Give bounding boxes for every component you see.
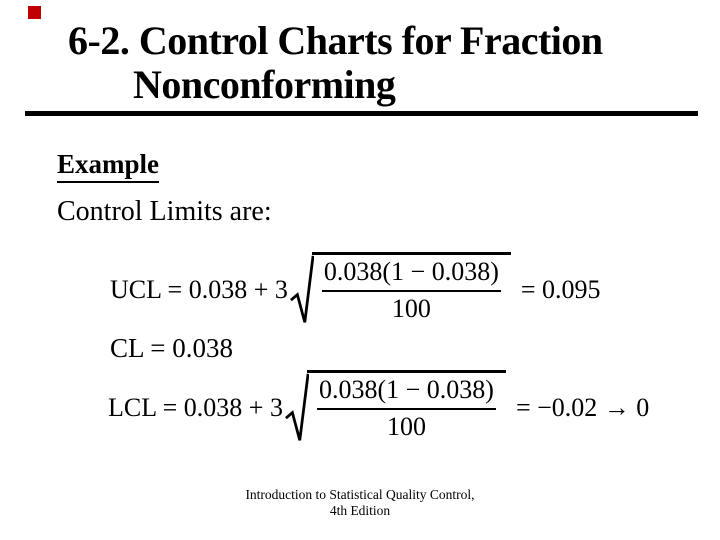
cl-equation: CL = 0.038: [110, 333, 233, 363]
footer-citation-line1: Introduction to Statistical Quality Cont…: [245, 487, 475, 502]
example-heading: Example: [57, 149, 160, 183]
ucl-fraction-numerator: 0.038(1 − 0.038): [323, 257, 499, 286]
lcl-fraction: 0.038(1 − 0.038) 100: [316, 375, 496, 442]
control-limits-label: Control Limits are:: [57, 196, 272, 227]
lcl-fraction-numerator: 0.038(1 − 0.038): [318, 375, 494, 404]
lcl-equation-left: LCL = 0.038 + 3: [108, 393, 283, 422]
fraction-bar: [321, 289, 501, 293]
ucl-fraction-denominator: 100: [391, 294, 431, 324]
ucl-fraction: 0.038(1 − 0.038) 100: [321, 257, 501, 324]
fraction-bar: [316, 407, 496, 411]
footer-citation: Introduction to Statistical Quality Cont…: [0, 487, 720, 518]
slide-title-line2: Nonconforming: [133, 62, 396, 107]
ucl-equation-result: = 0.095: [520, 275, 601, 304]
lcl-radicand: 0.038(1 − 0.038) 100: [306, 370, 506, 442]
lcl-sqrt-expression: 0.038(1 − 0.038) 100: [284, 370, 506, 446]
ucl-equation-left: UCL = 0.038 + 3: [110, 275, 288, 304]
slide-corner-accent: [28, 6, 41, 19]
footer-citation-line2: 4th Edition: [329, 502, 391, 518]
ucl-sqrt-expression: 0.038(1 − 0.038) 100: [289, 252, 511, 328]
sqrt-radical-icon: [289, 255, 314, 323]
lcl-equation-result: = −0.02 → 0: [515, 393, 650, 422]
sqrt-radical-icon: [284, 373, 309, 441]
title-underline-rule: [25, 111, 698, 116]
lcl-fraction-denominator: 100: [386, 412, 426, 442]
ucl-radicand: 0.038(1 − 0.038) 100: [311, 252, 511, 324]
slide-title-line1: 6-2. Control Charts for Fraction: [68, 18, 603, 63]
lcl-equation: LCL = 0.038 + 3 0.038(1 − 0.038) 100 = −…: [108, 370, 649, 446]
ucl-equation: UCL = 0.038 + 3 0.038(1 − 0.038) 100 = 0…: [110, 252, 601, 328]
